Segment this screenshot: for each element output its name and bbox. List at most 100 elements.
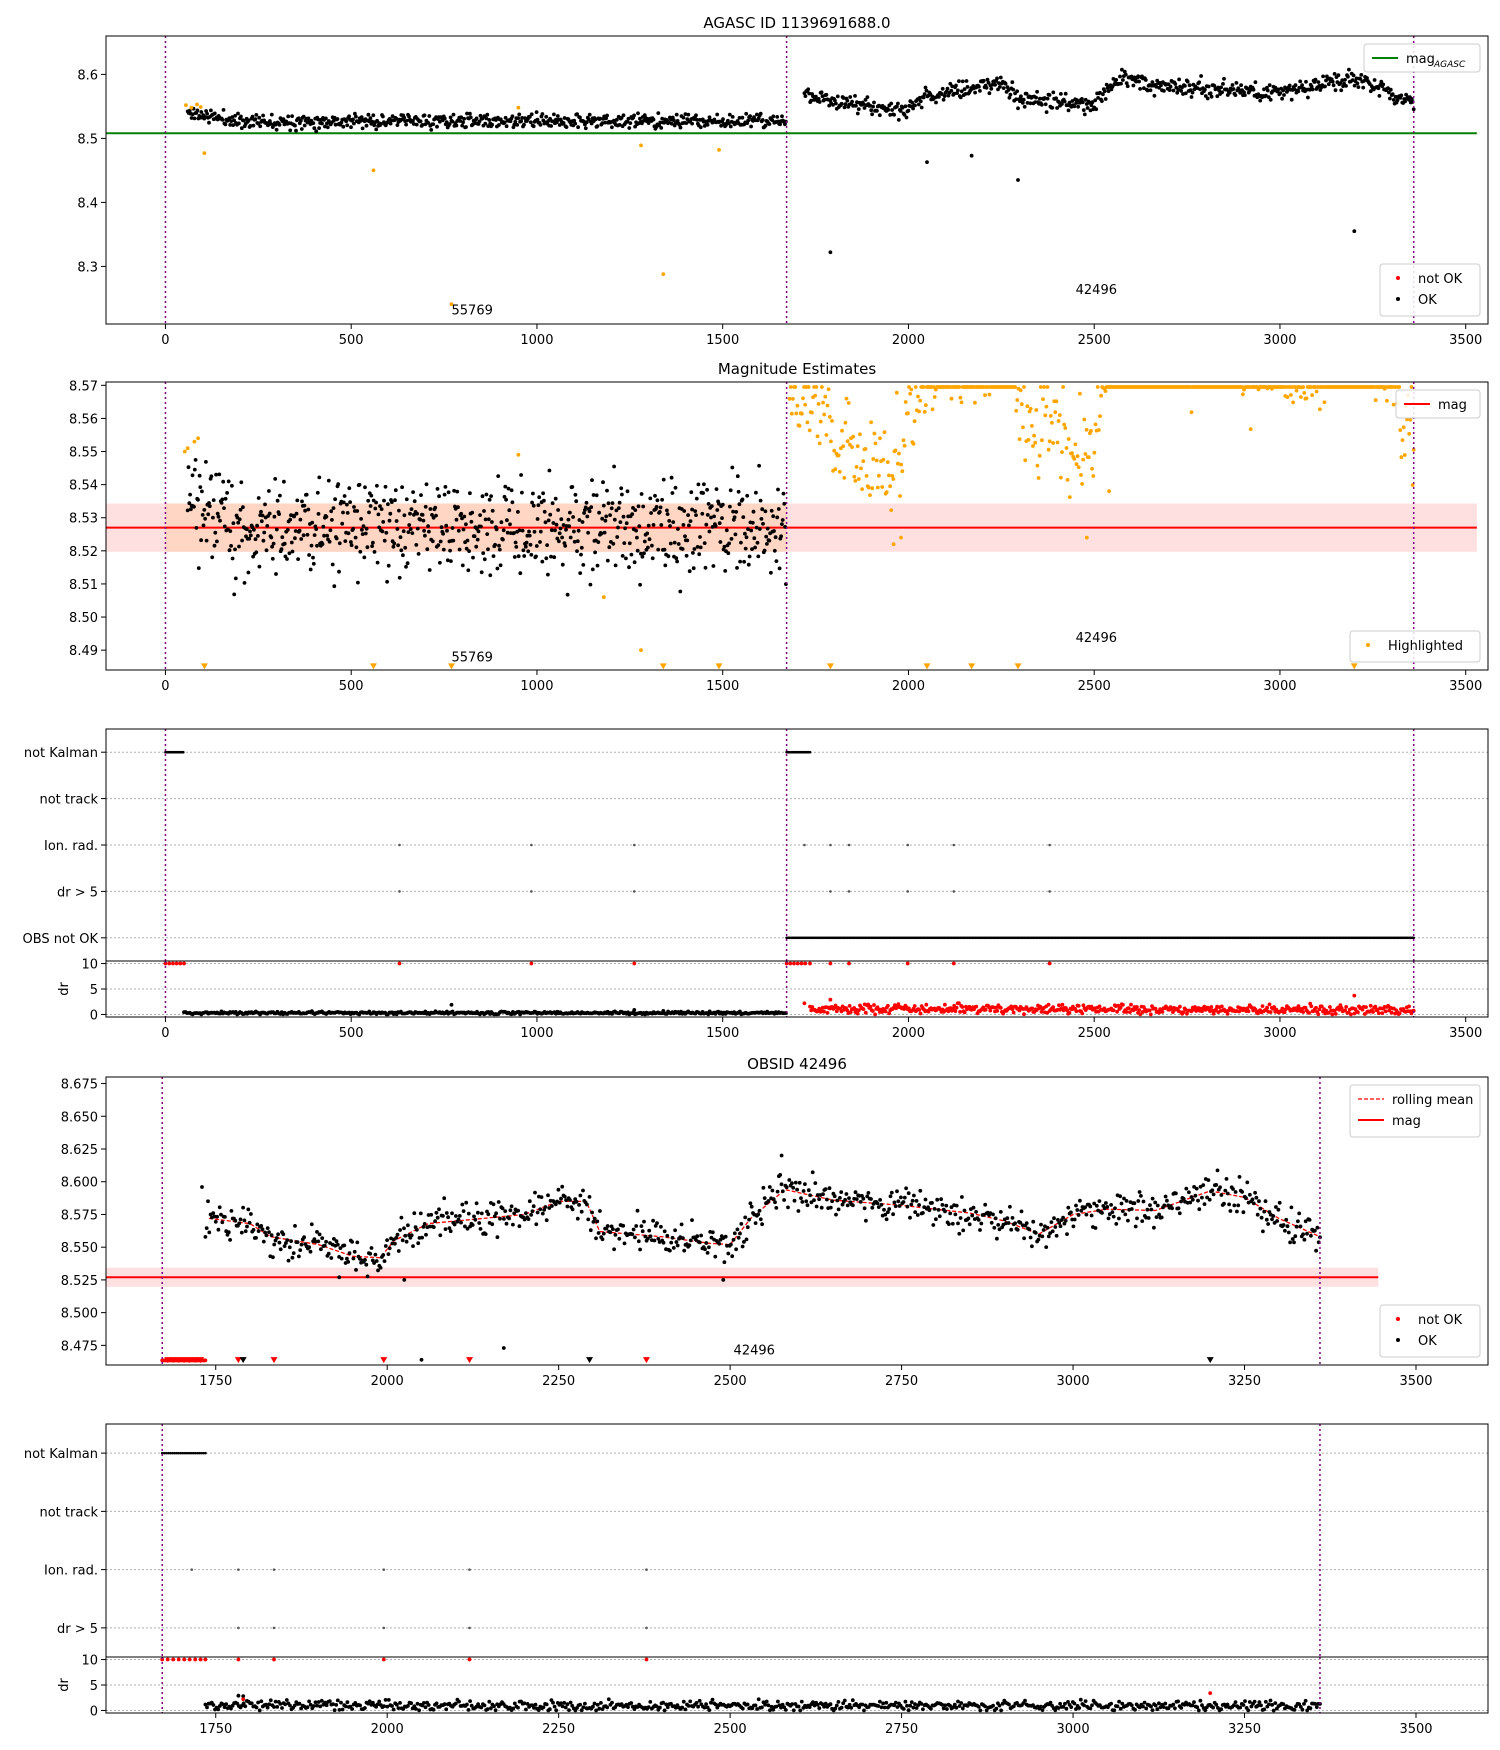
data-point: [568, 1198, 572, 1202]
data-point: [839, 101, 844, 106]
data-point: [231, 521, 236, 526]
data-point: [596, 1231, 601, 1235]
data-point: [976, 1218, 981, 1222]
data-point: [341, 500, 346, 505]
data-point: [932, 395, 937, 399]
data-point: [1098, 90, 1102, 95]
data-point: [347, 1251, 352, 1256]
data-point: [246, 118, 251, 123]
data-point: [1008, 1204, 1012, 1209]
data-point: [254, 1236, 258, 1240]
data-point: [942, 94, 947, 98]
data-point: [690, 1218, 694, 1222]
data-point: [614, 117, 619, 122]
data-point: [775, 115, 780, 119]
data-point: [820, 94, 825, 99]
data-point: [349, 543, 354, 548]
data-point: [516, 1208, 520, 1213]
data-point: [632, 1008, 637, 1012]
data-point: [863, 447, 868, 451]
data-point: [514, 545, 519, 549]
data-point: [1264, 93, 1268, 98]
data-point: [659, 126, 664, 130]
flag-point: [632, 843, 636, 847]
data-point: [674, 556, 679, 561]
data-point: [870, 1205, 875, 1210]
data-point: [1124, 81, 1129, 85]
data-point: [704, 1241, 709, 1245]
data-point: [353, 111, 357, 116]
data-point: [1118, 1005, 1123, 1010]
data-point: [383, 1244, 388, 1248]
data-point: [709, 504, 714, 508]
data-point: [553, 528, 557, 533]
data-point: [647, 537, 652, 542]
data-point: [806, 87, 811, 92]
data-point: [1301, 1010, 1306, 1014]
data-point: [277, 123, 282, 127]
data-point: [694, 1237, 698, 1242]
limit-marker: [1350, 663, 1358, 670]
data-point: [639, 648, 643, 652]
y-tick-label: 8.52: [69, 545, 98, 560]
data-point: [510, 500, 515, 505]
data-point: [1105, 1205, 1110, 1209]
data-point: [821, 1192, 825, 1197]
data-point: [345, 511, 350, 515]
data-point: [628, 121, 633, 125]
data-point: [756, 554, 761, 559]
data-point: [504, 1221, 509, 1226]
data-point: [638, 582, 642, 587]
data-point: [1125, 84, 1130, 89]
data-point: [1403, 99, 1407, 104]
data-point: [623, 526, 627, 531]
data-point: [806, 1188, 811, 1193]
data-point: [1380, 1011, 1385, 1015]
data-point: [496, 1200, 501, 1204]
data-point: [776, 507, 781, 511]
data-point: [1054, 399, 1059, 404]
data-point: [192, 504, 196, 509]
data-point: [727, 112, 732, 117]
data-point: [1268, 1010, 1273, 1014]
data-point: [1336, 73, 1341, 78]
data-point: [687, 523, 691, 528]
data-point: [945, 86, 950, 91]
data-point: [407, 114, 411, 119]
data-point: [370, 544, 374, 548]
data-point: [897, 451, 901, 456]
data-point: [373, 1252, 378, 1257]
data-point: [671, 520, 676, 524]
data-point: [599, 531, 604, 536]
data-point: [617, 1236, 622, 1241]
data-point: [537, 495, 542, 500]
data-point: [617, 123, 622, 127]
data-point: [415, 526, 420, 531]
data-point: [1162, 89, 1166, 93]
data-point: [374, 127, 379, 132]
data-point: [1183, 91, 1188, 96]
data-point: [602, 530, 607, 535]
data-point: [700, 511, 705, 516]
data-point: [724, 528, 729, 533]
data-point: [1188, 1200, 1193, 1205]
data-point: [479, 524, 483, 529]
data-point: [333, 497, 337, 502]
data-point: [828, 997, 833, 1002]
data-point: [584, 500, 589, 505]
data-point: [345, 123, 350, 128]
data-point: [1352, 83, 1357, 88]
data-point: [1027, 1227, 1032, 1232]
data-point: [230, 556, 235, 561]
data-point: [616, 525, 620, 530]
data-point: [806, 385, 811, 389]
data-point: [286, 1258, 291, 1263]
data-point: [1134, 79, 1139, 84]
data-point: [236, 111, 240, 116]
data-point: [947, 1222, 951, 1226]
data-point: [507, 1216, 511, 1221]
data-point: [241, 505, 245, 510]
x-tick-label: 1500: [706, 679, 739, 694]
data-point: [1138, 87, 1142, 91]
